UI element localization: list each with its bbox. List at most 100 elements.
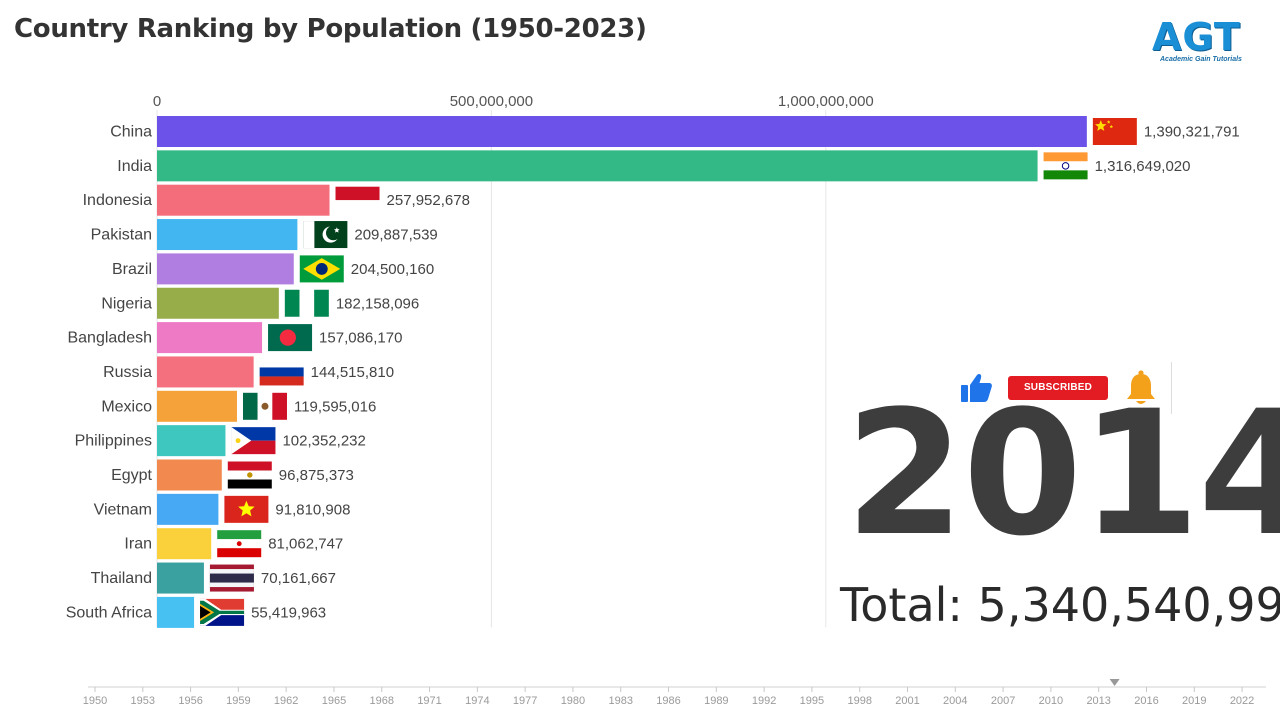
value-label: 144,515,810 (311, 364, 394, 381)
category-label: Thailand (91, 570, 152, 587)
bar-chart: 0 500,000,000 1,000,000,000 China 1,390,321,… (66, 93, 1240, 628)
chart-title: Country Ranking by Population (1950-2023… (14, 14, 647, 44)
timeline-label: 1995 (800, 695, 824, 707)
bar (157, 459, 222, 491)
logo-subtitle: Academic Gain Tutorials (1160, 56, 1242, 63)
egypt-flag (227, 461, 272, 489)
value-label: 102,352,232 (282, 433, 365, 450)
overlay-divider (1171, 362, 1172, 414)
timeline-label: 1959 (226, 695, 250, 707)
indonesia-flag (335, 186, 380, 214)
bar (157, 356, 254, 388)
pakistan-flag (303, 221, 348, 249)
value-label: 91,810,908 (275, 501, 350, 518)
bar (157, 425, 226, 457)
timeline-label: 1992 (752, 695, 776, 707)
category-label: China (110, 124, 152, 141)
category-label: Bangladesh (67, 330, 152, 347)
bar (157, 287, 279, 319)
russia-flag (259, 358, 304, 386)
timeline-label: 2022 (1230, 695, 1254, 707)
category-label: Iran (124, 536, 152, 553)
timeline-label: 2010 (1039, 695, 1063, 707)
timeline-label: 2019 (1182, 695, 1206, 707)
category-label: Nigeria (101, 295, 152, 312)
x-tick-label: 500,000,000 (450, 93, 533, 110)
value-label: 55,419,963 (251, 604, 326, 621)
value-label: 1,390,321,791 (1144, 124, 1240, 141)
thailand-flag (209, 564, 254, 592)
timeline-label: 1965 (322, 695, 346, 707)
iran-flag (217, 530, 262, 558)
subscribe-overlay: SUBSCRIBED (952, 362, 1174, 414)
bar (157, 562, 204, 594)
subscribed-button[interactable]: SUBSCRIBED (1008, 376, 1108, 400)
timeline-label: 2013 (1086, 695, 1110, 707)
timeline-label: 1983 (608, 695, 632, 707)
timeline-label: 1968 (370, 695, 394, 707)
total-population: Total: 5,340,540,992 (840, 578, 1280, 632)
mexico-flag (242, 392, 287, 420)
value-label: 257,952,678 (387, 192, 470, 209)
nigeria-flag (284, 289, 329, 317)
year-display: 2014 (845, 373, 1280, 574)
bangladesh-flag (268, 324, 313, 352)
timeline-label: 1998 (847, 695, 871, 707)
category-label: Brazil (112, 261, 152, 278)
vietnam-flag (224, 495, 269, 523)
bar (157, 116, 1087, 147)
bar (157, 184, 330, 216)
timeline-slider[interactable]: 1950 1953 1956 1959 1962 1965 1968 1971 1974 1977… (0, 672, 1280, 720)
x-tick-label: 1,000,000,000 (778, 93, 874, 110)
philippines-flag (231, 427, 276, 455)
category-label: Mexico (101, 398, 152, 415)
category-label: South Africa (66, 604, 152, 621)
category-label: Indonesia (83, 192, 152, 209)
value-label: 1,316,649,020 (1095, 158, 1191, 175)
timeline-label: 1971 (417, 695, 441, 707)
category-label: India (117, 158, 152, 175)
timeline-label: 1953 (131, 695, 155, 707)
timeline-label: 1980 (561, 695, 585, 707)
bar (157, 596, 195, 628)
china-flag (1092, 118, 1137, 145)
bar (157, 253, 294, 285)
value-label: 209,887,539 (354, 227, 437, 244)
timeline-label: 1977 (513, 695, 537, 707)
timeline-label: 1956 (178, 695, 202, 707)
category-label: Pakistan (91, 227, 152, 244)
category-label: Russia (103, 364, 152, 381)
timeline-label: 1962 (274, 695, 298, 707)
bar (157, 528, 212, 560)
x-tick-label: 0 (153, 93, 161, 110)
timeline-label: 1974 (465, 695, 489, 707)
bell-icon[interactable] (1124, 369, 1158, 407)
thumbs-up-icon[interactable] (958, 370, 994, 406)
bar (157, 219, 298, 251)
timeline-label: 1986 (656, 695, 680, 707)
india-flag (1043, 152, 1088, 180)
logo-text: AGT (1152, 15, 1241, 59)
value-label: 81,062,747 (268, 536, 343, 553)
bar (157, 390, 237, 422)
south-africa-flag (200, 598, 245, 626)
timeline-handle[interactable] (1109, 679, 1120, 686)
value-label: 182,158,096 (336, 295, 419, 312)
bar (157, 493, 219, 525)
timeline-label: 2007 (991, 695, 1015, 707)
brazil-flag (299, 255, 344, 283)
bar (157, 150, 1038, 182)
timeline-label: 1989 (704, 695, 728, 707)
timeline-label: 1950 (83, 695, 107, 707)
value-label: 204,500,160 (351, 261, 434, 278)
timeline-label: 2004 (943, 695, 967, 707)
category-label: Egypt (111, 467, 152, 484)
bar (157, 322, 263, 354)
value-label: 96,875,373 (279, 467, 354, 484)
timeline-label: 2016 (1134, 695, 1158, 707)
value-label: 119,595,016 (294, 398, 376, 415)
value-label: 70,161,667 (261, 570, 336, 587)
agt-logo: AGT Academic Gain Tutorials (1152, 18, 1262, 70)
timeline-label: 2001 (895, 695, 919, 707)
category-label: Vietnam (94, 501, 152, 518)
